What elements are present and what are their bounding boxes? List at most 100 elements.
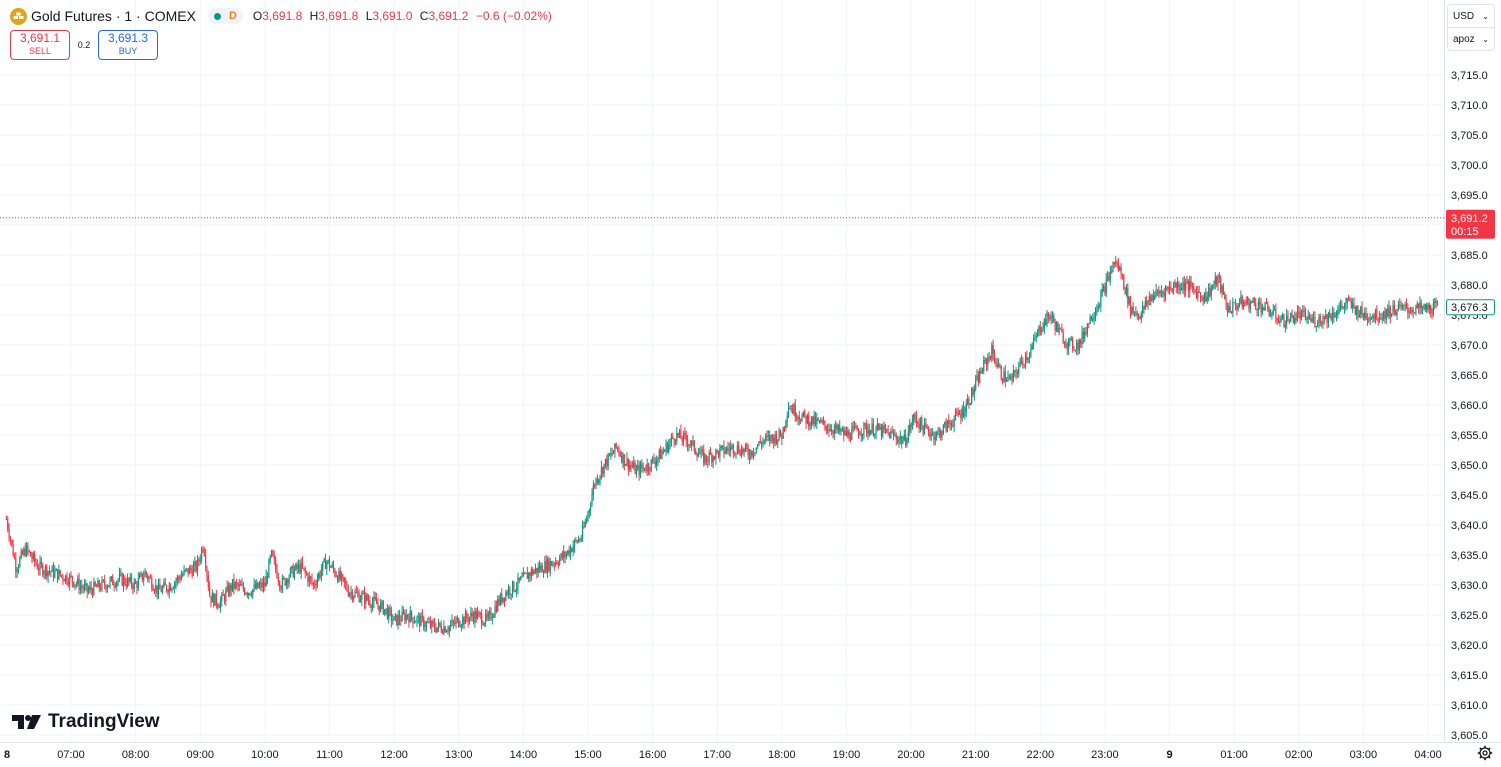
candle-body xyxy=(1236,306,1238,310)
candle-body xyxy=(932,432,934,434)
candle-body xyxy=(1053,315,1055,322)
candle-body xyxy=(58,570,60,580)
candle-body xyxy=(1427,304,1429,310)
candle-body xyxy=(433,623,436,629)
candle-body xyxy=(621,455,623,463)
candle-body xyxy=(312,583,314,585)
time-axis[interactable]: 8 07:00 08:00 09:00 10:00 11:00 12:00 13:00 14:0… xyxy=(0,742,1501,762)
candle-body xyxy=(285,579,287,585)
candle-body xyxy=(1107,276,1109,279)
candle-body xyxy=(1396,310,1398,316)
candle-body xyxy=(67,582,69,585)
candle-body xyxy=(380,603,382,612)
candle-body xyxy=(132,585,134,589)
candle-body xyxy=(980,370,982,374)
candle-body xyxy=(1030,349,1032,356)
candle-body xyxy=(785,421,787,428)
candle-body xyxy=(322,561,324,571)
candle-body xyxy=(1207,287,1210,297)
candle-body xyxy=(1093,317,1095,319)
candle-body xyxy=(1088,323,1090,325)
candle-body xyxy=(886,428,888,432)
candle-body xyxy=(1010,376,1012,378)
candle-body xyxy=(591,494,593,506)
candle-body xyxy=(981,371,984,374)
candle-body xyxy=(596,478,598,483)
candle-body xyxy=(1291,313,1293,316)
candle-body xyxy=(87,589,90,592)
market-status[interactable]: D xyxy=(207,8,243,24)
sell-button[interactable]: 3,691.1 SELL xyxy=(10,30,70,60)
candle-body xyxy=(825,425,827,431)
x-tick-label: 11:00 xyxy=(316,749,343,761)
candle-body xyxy=(226,586,228,591)
candle-body xyxy=(254,584,257,589)
candle-body xyxy=(168,585,170,593)
open-value: 3,691.8 xyxy=(262,9,303,23)
candle-body xyxy=(1385,309,1387,320)
candle-body xyxy=(837,425,839,431)
symbol-title[interactable]: Gold Futures · 1 · COMEX xyxy=(31,8,196,24)
candle-body xyxy=(1369,317,1371,321)
candle-body xyxy=(559,558,561,565)
candle-body xyxy=(520,577,522,581)
candle-body xyxy=(510,594,512,596)
candle-body xyxy=(495,606,498,612)
candle-body xyxy=(1337,310,1339,316)
candle-body xyxy=(689,444,691,446)
candle-body xyxy=(505,592,507,601)
candle-body xyxy=(507,588,510,595)
candle-body xyxy=(1164,288,1167,297)
candle-body xyxy=(866,425,868,434)
candle-body xyxy=(816,418,818,425)
candle-body xyxy=(1382,311,1385,319)
candle-body xyxy=(730,446,732,451)
candle-body xyxy=(658,449,660,458)
candle-body xyxy=(1356,306,1358,315)
candle-body xyxy=(544,561,546,573)
candle-body xyxy=(975,379,977,389)
candle-body xyxy=(953,418,955,427)
candle-body xyxy=(577,539,580,543)
currency-dropdown[interactable]: USD ⌄ xyxy=(1448,5,1494,27)
candle-body xyxy=(884,428,887,430)
candle-body xyxy=(859,434,861,436)
candle-body xyxy=(423,617,425,628)
buy-button[interactable]: 3,691.3 BUY xyxy=(98,30,158,60)
candle-body xyxy=(576,540,578,543)
tradingview-logo[interactable]: TradingView xyxy=(12,711,160,733)
candle-body xyxy=(933,432,935,440)
candle-body xyxy=(472,616,475,622)
candle-body xyxy=(1226,306,1229,312)
candle-body xyxy=(595,478,597,486)
candle-body xyxy=(829,429,831,432)
chevron-down-icon: ⌄ xyxy=(1482,11,1489,21)
candle-body xyxy=(1373,315,1375,319)
candle-body xyxy=(992,345,994,355)
candle-body xyxy=(71,576,73,582)
candle-body xyxy=(214,593,216,606)
candle-body xyxy=(1290,313,1292,322)
candle-body xyxy=(1342,306,1344,309)
candle-body xyxy=(1404,304,1406,306)
candle-body xyxy=(1331,312,1334,320)
candle-body xyxy=(1018,366,1020,374)
price-axis[interactable]: 3,715.03,710.03,705.03,700.03,695.03,690… xyxy=(1444,0,1501,767)
x-tick-label: 20:00 xyxy=(897,749,925,761)
candle-body xyxy=(252,589,254,596)
candle-body xyxy=(289,568,292,577)
candle-body xyxy=(1125,287,1128,294)
candle-body xyxy=(178,576,180,579)
settings-gear-icon[interactable] xyxy=(1477,745,1493,761)
candle-body xyxy=(580,538,582,541)
candle-body xyxy=(1247,298,1249,304)
candle-body xyxy=(1182,281,1184,289)
candle-body xyxy=(299,564,301,573)
candle-body xyxy=(984,359,986,361)
candle-body xyxy=(852,426,854,429)
candle-body xyxy=(175,581,177,583)
candle-body xyxy=(654,462,656,465)
unit-dropdown[interactable]: apoz ⌄ xyxy=(1448,27,1494,50)
candle-body xyxy=(1166,287,1168,289)
